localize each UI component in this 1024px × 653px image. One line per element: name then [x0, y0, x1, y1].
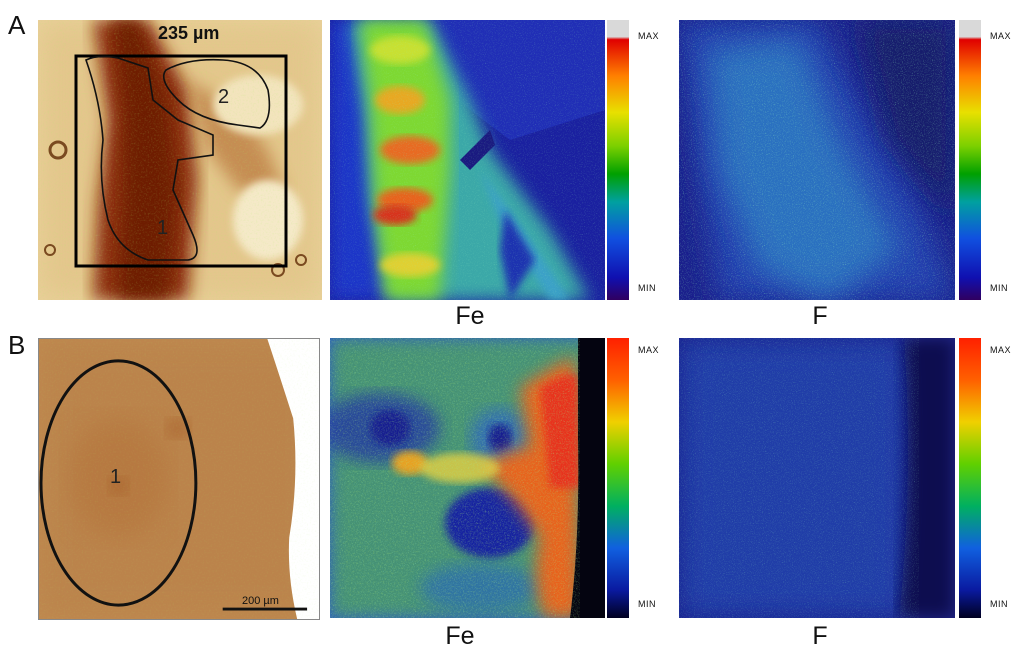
- region-label-a1: 1: [157, 217, 169, 239]
- f-label-a: F: [812, 302, 828, 330]
- optical-image-a: [38, 20, 322, 300]
- row-label-b: B: [8, 330, 26, 360]
- f-map-b: [679, 338, 955, 618]
- f-colorbar-min-b: MIN: [990, 599, 1008, 609]
- fe-colorbar-b: [607, 338, 629, 618]
- f-map-a: [679, 20, 955, 300]
- row-label-a: A: [8, 10, 26, 40]
- f-colorbar-b: [959, 338, 981, 618]
- region-label-a2: 2: [218, 86, 230, 108]
- dimension-label: 235 µm: [158, 23, 220, 43]
- f-colorbar-max-b: MAX: [990, 345, 1012, 355]
- scale-bar-label: 200 µm: [242, 595, 279, 607]
- region-label-b1: 1: [110, 466, 122, 488]
- fe-colorbar-max-a: MAX: [638, 31, 660, 41]
- fe-label-b: Fe: [445, 622, 475, 650]
- fe-map-a: [330, 20, 605, 300]
- f-colorbar-a: [959, 20, 981, 300]
- optical-image-b: [38, 338, 320, 620]
- f-colorbar-min-a: MIN: [990, 283, 1008, 293]
- f-label-b: F: [812, 622, 828, 650]
- fe-colorbar-min-a: MIN: [638, 283, 656, 293]
- fe-colorbar-max-b: MAX: [638, 345, 660, 355]
- fe-label-a: Fe: [455, 302, 485, 330]
- fe-map-b: [330, 338, 605, 618]
- fe-colorbar-min-b: MIN: [638, 599, 656, 609]
- f-colorbar-max-a: MAX: [990, 31, 1012, 41]
- fe-colorbar-a: [607, 20, 629, 300]
